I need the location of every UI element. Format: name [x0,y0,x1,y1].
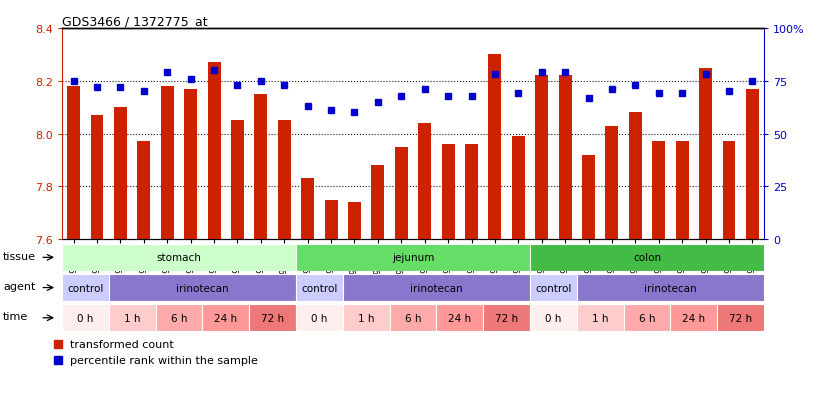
Bar [62,244,296,271]
Text: 1 h: 1 h [358,313,374,323]
Bar [577,274,764,301]
Text: 0 h: 0 h [545,313,562,323]
Text: control: control [301,283,338,293]
Text: 72 h: 72 h [261,313,284,323]
Bar [231,121,244,240]
Text: 1 h: 1 h [592,313,609,323]
Text: irinotecan: irinotecan [176,283,229,293]
Bar [512,137,525,240]
Bar [653,142,665,240]
Bar [582,155,595,240]
Bar [278,121,291,240]
Bar [577,304,624,332]
Bar [62,304,109,332]
Text: transformed count: transformed count [70,339,174,350]
Bar [530,244,764,271]
Text: control: control [535,283,572,293]
Bar [671,304,717,332]
Bar [676,142,689,240]
Bar [465,145,478,240]
Text: GDS3466 / 1372775_at: GDS3466 / 1372775_at [62,15,207,28]
Bar [390,304,436,332]
Text: percentile rank within the sample: percentile rank within the sample [70,356,258,366]
Bar [530,304,577,332]
Text: 72 h: 72 h [729,313,752,323]
Bar [723,142,735,240]
Bar [137,142,150,240]
Text: agent: agent [3,282,36,292]
Bar [746,90,759,240]
Text: time: time [3,312,28,322]
Text: tissue: tissue [3,252,36,261]
Bar [254,95,268,240]
Text: 24 h: 24 h [449,313,472,323]
Bar [62,274,109,301]
Text: control: control [67,283,103,293]
Bar [184,90,197,240]
Bar [418,124,431,240]
Bar [483,304,530,332]
Bar [442,145,454,240]
Bar [91,116,103,240]
Bar [296,244,530,271]
Text: 0 h: 0 h [311,313,328,323]
Bar [249,304,296,332]
Text: 72 h: 72 h [495,313,518,323]
Bar [325,200,338,240]
Bar [296,304,343,332]
Text: 24 h: 24 h [214,313,237,323]
Bar [436,304,483,332]
Bar [161,87,173,240]
Text: 6 h: 6 h [171,313,188,323]
Bar [558,76,572,240]
Text: 6 h: 6 h [405,313,421,323]
Bar [296,274,343,301]
Bar [301,179,314,240]
Bar [343,304,390,332]
Bar [202,304,249,332]
Bar [530,274,577,301]
Bar [717,304,764,332]
Text: 1 h: 1 h [124,313,140,323]
Bar [67,87,80,240]
Bar [395,147,408,240]
Bar [207,63,221,240]
Text: stomach: stomach [157,253,202,263]
Bar [605,126,619,240]
Bar [629,113,642,240]
Text: 6 h: 6 h [638,313,655,323]
Bar [155,304,202,332]
Bar [535,76,548,240]
Text: colon: colon [633,253,661,263]
Text: 0 h: 0 h [77,313,93,323]
Text: jejunum: jejunum [392,253,434,263]
Bar [699,69,712,240]
Bar [343,274,530,301]
Bar [624,304,671,332]
Text: 24 h: 24 h [682,313,705,323]
Bar [109,274,296,301]
Bar [109,304,155,332]
Bar [488,55,501,240]
Text: irinotecan: irinotecan [410,283,463,293]
Bar [348,203,361,240]
Bar [114,108,127,240]
Bar [372,166,384,240]
Text: irinotecan: irinotecan [644,283,697,293]
